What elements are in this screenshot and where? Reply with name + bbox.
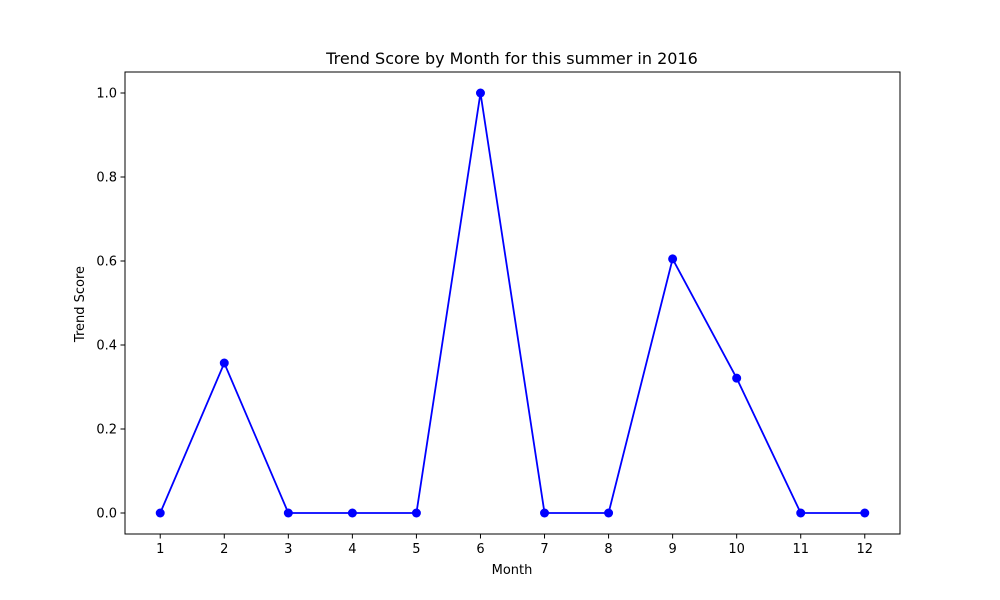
data-point	[475, 88, 485, 98]
x-tick-label: 7	[540, 542, 548, 557]
y-axis-label: Trend Score	[73, 266, 88, 343]
data-point	[732, 373, 742, 383]
x-tick-label: 10	[728, 542, 745, 557]
y-tick-label: 0.6	[96, 255, 117, 270]
data-point	[540, 508, 550, 518]
y-tick-label: 0.8	[96, 171, 117, 186]
data-point	[155, 508, 165, 518]
x-tick-label: 12	[856, 542, 873, 557]
y-tick-label: 0.4	[96, 339, 117, 354]
y-tick-label: 0.0	[96, 507, 117, 522]
data-point	[347, 508, 357, 518]
data-point	[283, 508, 293, 518]
x-tick-label: 9	[668, 542, 676, 557]
y-tick-label: 1.0	[96, 87, 117, 102]
y-tick-label: 0.2	[96, 423, 117, 438]
x-axis-label: Month	[492, 563, 533, 578]
data-point	[411, 508, 421, 518]
x-tick-label: 8	[604, 542, 612, 557]
x-tick-label: 11	[792, 542, 809, 557]
x-tick-label: 3	[284, 542, 292, 557]
data-point	[668, 254, 678, 264]
x-tick-label: 4	[348, 542, 356, 557]
data-point	[604, 508, 614, 518]
x-tick-label: 5	[412, 542, 420, 557]
data-point	[860, 508, 870, 518]
data-point	[219, 358, 229, 368]
plot-frame	[124, 71, 901, 535]
x-tick-label: 2	[220, 542, 228, 557]
x-tick-label: 6	[476, 542, 484, 557]
series-line	[159, 92, 865, 514]
x-tick-label: 1	[156, 542, 164, 557]
chart-title: Trend Score by Month for this summer in …	[325, 49, 698, 68]
plot-area: 1 2 3 4 5 6 7 8 9 10 11 120.00.20.40.60.81.0	[96, 71, 901, 557]
data-point	[796, 508, 806, 518]
